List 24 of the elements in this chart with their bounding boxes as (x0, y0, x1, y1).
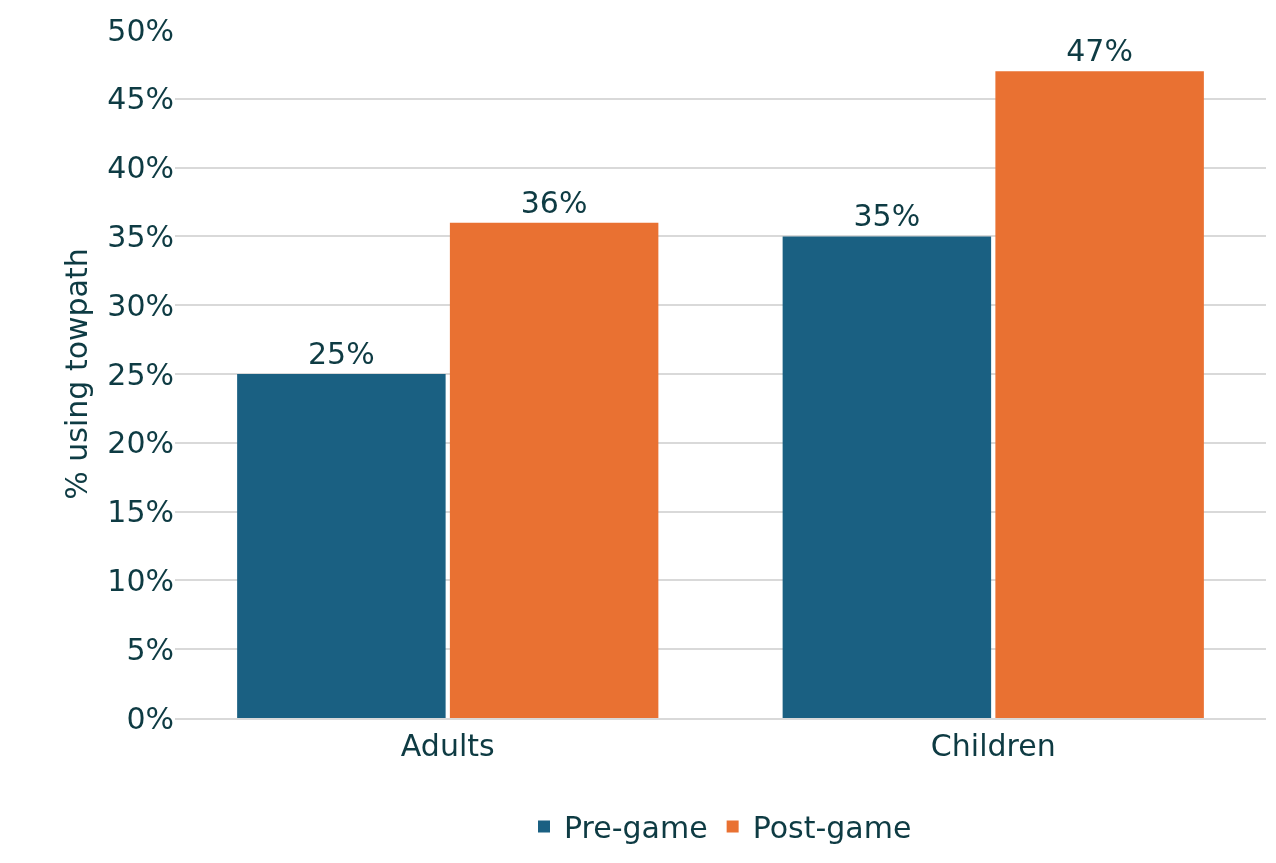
x-tick-label: Children (930, 728, 1056, 763)
x-tick-label: Adults (400, 728, 495, 763)
y-tick-label: 5% (126, 631, 174, 667)
bar (449, 222, 659, 718)
y-tick-label: 45% (107, 81, 174, 117)
y-tick-label: 30% (107, 287, 174, 323)
bar (237, 374, 446, 718)
data-label: 25% (308, 336, 375, 371)
y-tick-label: 40% (107, 150, 174, 186)
y-tick-label: 20% (107, 425, 174, 461)
y-tick-label: 0% (126, 700, 174, 736)
data-label: 36% (520, 184, 588, 220)
y-axis-title: % using towpath (59, 248, 95, 500)
y-tick-label: 50% (107, 12, 174, 48)
y-tick-label: 35% (107, 218, 174, 254)
data-label: 47% (1066, 33, 1133, 69)
legend-label: Post-game (752, 810, 912, 846)
bar (995, 71, 1204, 718)
legend-label: Pre-game (564, 810, 708, 846)
bar (782, 236, 992, 718)
y-tick-label: 25% (107, 356, 174, 392)
y-tick-label: 10% (107, 562, 174, 598)
y-tick-label: 15% (107, 494, 174, 530)
data-label: 35% (853, 198, 921, 234)
